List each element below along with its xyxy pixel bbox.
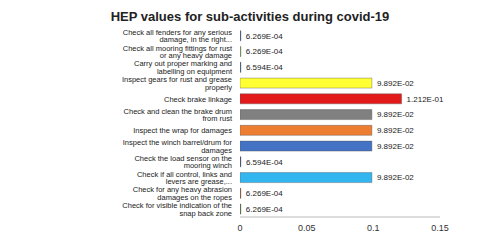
svg-text:0.05: 0.05 <box>298 223 316 233</box>
svg-text:0.15: 0.15 <box>431 223 449 233</box>
svg-text:9.892E-02: 9.892E-02 <box>377 126 414 135</box>
svg-text:Check all mooring fittings for: Check all mooring fittings for rustor an… <box>123 44 233 61</box>
svg-text:6.269E-04: 6.269E-04 <box>246 205 283 214</box>
svg-text:Check the load sensor on themo: Check the load sensor on themooring winc… <box>134 154 232 171</box>
svg-text:1.212E-01: 1.212E-01 <box>407 95 444 104</box>
svg-text:9.892E-02: 9.892E-02 <box>377 110 414 119</box>
svg-text:9.892E-02: 9.892E-02 <box>377 173 414 182</box>
svg-text:6.269E-04: 6.269E-04 <box>246 189 283 198</box>
svg-text:0.1: 0.1 <box>367 223 380 233</box>
svg-text:Inspect the wrap for damages: Inspect the wrap for damages <box>133 126 232 135</box>
svg-text:Check for visible indication o: Check for visible indication of thesnap … <box>122 201 232 218</box>
svg-text:6.269E-04: 6.269E-04 <box>246 32 283 41</box>
svg-text:Check all fenders for any seri: Check all fenders for any seriousdamage,… <box>123 28 232 44</box>
svg-text:9.892E-02: 9.892E-02 <box>377 142 414 151</box>
svg-text:Inspect gears for rust and gre: Inspect gears for rust and greaseproperl… <box>122 75 232 92</box>
svg-text:Check brake linkage: Check brake linkage <box>164 95 232 104</box>
svg-text:9.892E-02: 9.892E-02 <box>377 79 414 88</box>
svg-text:Carry out proper marking andla: Carry out proper marking andlabelling on… <box>134 59 233 76</box>
svg-text:Check and clean the brake drum: Check and clean the brake drumfrom rust <box>124 107 233 124</box>
svg-text:Check if all control, links an: Check if all control, links andlevers ar… <box>137 170 232 187</box>
svg-text:6.594E-04: 6.594E-04 <box>246 63 283 72</box>
svg-text:6.594E-04: 6.594E-04 <box>246 158 283 167</box>
svg-text:0: 0 <box>237 223 242 233</box>
svg-text:Check for any heavy abrasionda: Check for any heavy abrasiondamages on t… <box>133 185 232 202</box>
svg-text:6.269E-04: 6.269E-04 <box>246 47 283 56</box>
svg-text:Inspect the winch barrel/drum: Inspect the winch barrel/drum fordamages <box>123 138 233 155</box>
html-text:HEP values for sub-activities: HEP values for sub-activities during cov… <box>110 9 390 24</box>
